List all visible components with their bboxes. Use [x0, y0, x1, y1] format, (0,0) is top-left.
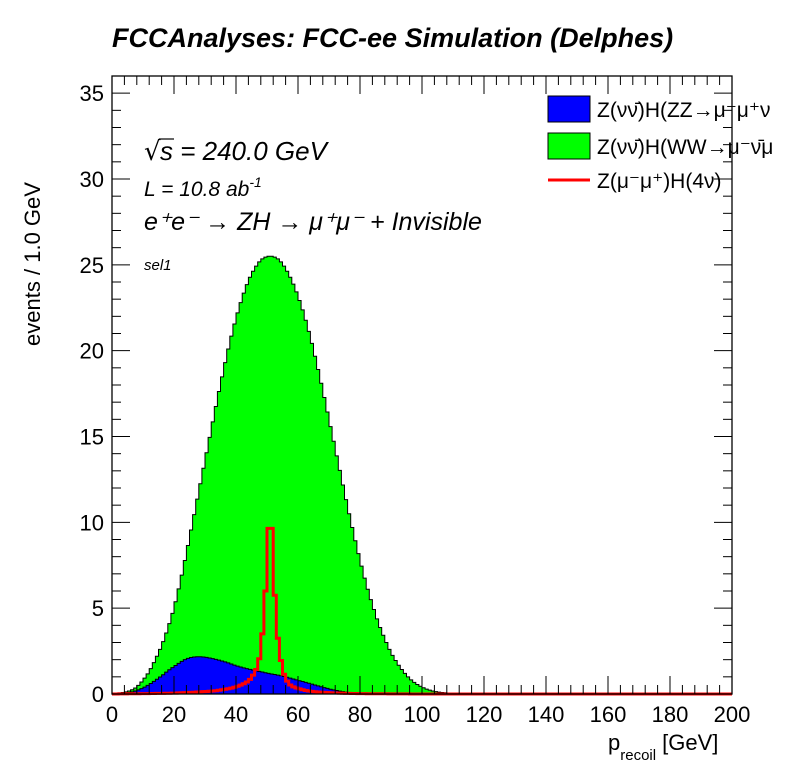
- y-axis-label: events / 1.0 GeV: [20, 182, 45, 346]
- x-tick-label: 180: [652, 702, 689, 727]
- x-tick-label: 60: [286, 702, 310, 727]
- x-tick-label: 20: [162, 702, 186, 727]
- x-tick-label: 80: [348, 702, 372, 727]
- plot-area: 0 20 40 60 80 100 120 140 160 180 200 0 5 10 15 20 25 30 3…: [80, 75, 751, 727]
- lumi-text: L = 10.8 ab: [144, 178, 250, 201]
- x-tick-label: 120: [466, 702, 503, 727]
- x-tick-label: 140: [528, 702, 565, 727]
- y-tick-label: 5: [92, 596, 104, 621]
- x-tick-label: 200: [714, 702, 751, 727]
- x-tick-label: 160: [590, 702, 627, 727]
- x-axis-label-unit: [GeV]: [662, 730, 718, 755]
- chart-title: FCCAnalyses: FCC-ee Simulation (Delphes): [112, 23, 673, 53]
- y-tick-label: 35: [80, 81, 104, 106]
- process-label: e⁺e⁻ → ZH → μ⁺μ⁻ + Invisible: [144, 208, 482, 236]
- x-axis-label-main: p: [608, 730, 620, 755]
- y-tick-label: 20: [80, 339, 104, 364]
- annotations: √ s = 240.0 GeV L = 10.8 ab-1 e⁺e⁻ → ZH …: [144, 136, 482, 274]
- legend-swatch-ww: [547, 132, 591, 160]
- y-tick-label: 15: [80, 425, 104, 450]
- legend-label-signal: Z(μ⁻μ⁺)H(4ν): [597, 170, 722, 193]
- y-tick-label: 25: [80, 253, 104, 278]
- ticks-layer: 0 20 40 60 80 100 120 140 160 180 200 0 5 10 15 20 25 30 3…: [80, 75, 751, 727]
- y-tick-label: 30: [80, 167, 104, 192]
- legend-label-zz: Z(νν̄)H(ZZ→μ⁻μ⁺ν: [597, 99, 771, 122]
- sqrt-s-label: s = 240.0 GeV: [160, 136, 330, 166]
- legend: Z(νν̄)H(ZZ→μ⁻μ⁺ν Z(νν̄)H(WW→μ⁻ν̄μ Z(μ⁻μ⁺…: [547, 95, 773, 193]
- lumi-exponent: -1: [249, 174, 261, 190]
- x-tick-label: 100: [404, 702, 441, 727]
- x-tick-label: 40: [224, 702, 248, 727]
- x-axis-label-subscript: recoil: [620, 747, 656, 764]
- selection-label: sel1: [144, 257, 172, 274]
- x-axis-label: precoil [GeV]: [608, 730, 718, 764]
- legend-swatch-zz: [547, 95, 591, 123]
- sqrt-symbol: √: [144, 137, 161, 167]
- lumi-label: L = 10.8 ab-1: [144, 174, 262, 201]
- x-tick-label: 0: [106, 702, 118, 727]
- legend-label-ww: Z(νν̄)H(WW→μ⁻ν̄μ: [597, 136, 773, 159]
- y-tick-label: 0: [92, 682, 104, 707]
- y-tick-label: 10: [80, 510, 104, 535]
